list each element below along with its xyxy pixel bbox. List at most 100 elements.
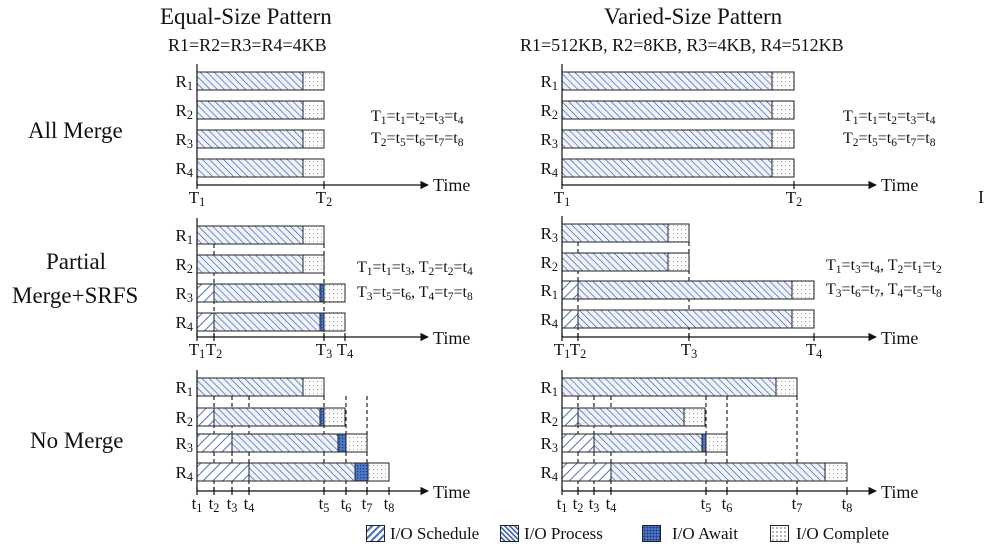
- tick-label: t7: [792, 494, 803, 515]
- equation-text: T1=t3=t4, T2=t1=t2: [826, 257, 942, 276]
- scenario-no-merge: No Merge: [30, 428, 124, 453]
- tick-label: t3: [227, 494, 238, 515]
- tick-label: T4: [337, 340, 354, 361]
- scenario-partial-line1: Partial: [46, 249, 107, 274]
- scenario-all-merge: All Merge: [28, 118, 123, 143]
- row-label: R2: [176, 255, 193, 276]
- bar-await: [701, 433, 707, 453]
- bar-process: [610, 462, 826, 482]
- tick-label: t5: [701, 494, 712, 515]
- edge-mark: I: [978, 187, 984, 207]
- right-subtitle: R1=512KB, R2=8KB, R3=4KB, R4=512KB: [520, 35, 844, 55]
- bar-complete: [323, 407, 346, 427]
- bar-process: [561, 223, 669, 243]
- legend-swatch-schedule: [366, 525, 385, 542]
- panel-partial-merge-varied: R3 R2 R1 R4 T1 T2 T3 T4 T1=t3=t4, T2=t1=t2 T3=t6=…: [541, 216, 942, 361]
- tick-label: T1: [189, 340, 206, 361]
- bar-complete: [302, 100, 325, 120]
- bar-schedule: [561, 462, 612, 482]
- bar-complete: [367, 462, 390, 482]
- bar-process: [577, 280, 793, 300]
- bar-schedule: [196, 407, 215, 427]
- equation-text: T1=t1=t2=t3=t4: [371, 108, 464, 127]
- time-label: Time: [881, 175, 919, 195]
- bar-complete: [775, 377, 798, 397]
- tick-label: T2: [316, 188, 333, 209]
- tick-label: T4: [806, 340, 823, 361]
- legend-label-schedule: I/O Schedule: [390, 524, 480, 543]
- bar-process: [196, 129, 304, 149]
- tick-label: T2: [206, 340, 223, 361]
- bar-complete: [791, 280, 815, 300]
- bar-process: [196, 158, 304, 178]
- row-label: R3: [176, 434, 193, 455]
- bar-complete: [345, 433, 368, 453]
- row-label: R4: [541, 159, 558, 180]
- bar-await: [319, 312, 325, 332]
- bar-complete: [667, 252, 690, 272]
- panel-partial-merge-equal: R1 R2 R3 R4 T1 T2 T3 T4 T1=t1=t3, T2=t2=t4 T3=t5=…: [176, 218, 473, 361]
- legend-swatch-process: [500, 525, 519, 542]
- bar-complete: [302, 377, 325, 397]
- bar-complete: [302, 254, 325, 274]
- equation-text: T1=t1=t3, T2=t2=t4: [357, 259, 473, 278]
- bar-process: [196, 225, 304, 245]
- tick-label: t7: [362, 494, 373, 515]
- bar-complete: [771, 158, 795, 178]
- bar-schedule: [196, 462, 250, 482]
- bar-process: [213, 283, 321, 303]
- bar-complete: [667, 223, 690, 243]
- tick-label: T3: [316, 340, 333, 361]
- bar-await: [337, 433, 347, 453]
- bar-complete: [302, 129, 325, 149]
- tick-label: t1: [557, 494, 568, 515]
- equation-text: T3=t6=t7, T4=t5=t8: [826, 281, 942, 300]
- bar-await: [319, 407, 325, 427]
- tick-label: T3: [681, 340, 698, 361]
- equation-text: T3=t5=t6, T4=t7=t8: [357, 284, 473, 303]
- tick-label: T1: [554, 188, 571, 209]
- row-label: R2: [541, 253, 558, 274]
- bar-await: [354, 462, 369, 482]
- tick-label: t3: [589, 494, 600, 515]
- bar-complete: [683, 407, 706, 427]
- equation-text: T2=t5=t6=t7=t8: [843, 130, 936, 149]
- tick-label: t8: [384, 494, 395, 515]
- right-title: Varied-Size Pattern: [604, 4, 783, 29]
- tick-label: t2: [573, 494, 584, 515]
- row-label: R4: [176, 463, 193, 484]
- row-label: R2: [176, 101, 193, 122]
- equation-text: T1=t1=t2=t3=t4: [843, 108, 936, 127]
- bar-complete: [323, 312, 346, 332]
- tick-label: T2: [786, 188, 803, 209]
- panel-all-merge-equal: R1 R2 R3 R4 T1 T2 T1=t1=t2=t3=t4 T2=t5=t6=t7=t8: [176, 64, 464, 209]
- legend-swatch-complete: [770, 525, 789, 542]
- tick-label: t5: [319, 494, 330, 515]
- time-label: Time: [433, 175, 471, 195]
- bar-await: [319, 283, 325, 303]
- legend-label-await: I/O Await: [672, 524, 738, 543]
- time-label: Time: [881, 328, 919, 348]
- tick-label: t8: [842, 494, 853, 515]
- bar-complete: [302, 225, 325, 245]
- row-label: R1: [176, 72, 193, 93]
- row-label: R3: [176, 284, 193, 305]
- tick-label: t4: [244, 494, 255, 515]
- tick-label: t6: [341, 494, 352, 515]
- bar-complete: [791, 309, 815, 329]
- bar-process: [561, 100, 773, 120]
- tick-label: t4: [606, 494, 617, 515]
- scenario-partial-line2: Merge+SRFS: [12, 283, 139, 308]
- bar-schedule: [561, 407, 579, 427]
- row-label: R3: [541, 224, 558, 245]
- legend-label-complete: I/O Complete: [796, 524, 890, 543]
- row-label: R1: [176, 226, 193, 247]
- row-label: R4: [541, 310, 558, 331]
- bar-complete: [323, 283, 346, 303]
- row-label: R3: [541, 130, 558, 151]
- legend-label-process: I/O Process: [524, 524, 603, 543]
- bar-process: [561, 71, 773, 91]
- time-label: Time: [433, 328, 471, 348]
- bar-process: [196, 377, 304, 397]
